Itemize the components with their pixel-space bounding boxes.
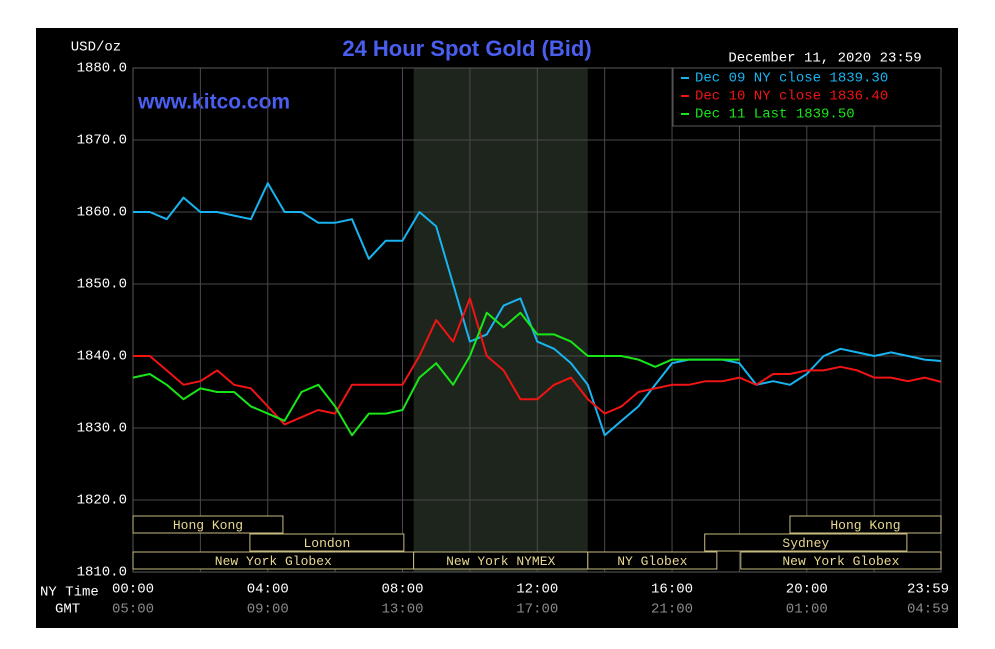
y-tick-label: 1830.0 <box>77 421 127 437</box>
x-axis-label: NY Time <box>40 585 99 601</box>
legend-label: Dec 11 Last 1839.50 <box>695 107 855 123</box>
session-label: New York Globex <box>215 554 332 569</box>
x-tick-label: 20:00 <box>786 582 828 598</box>
y-tick-label: 1850.0 <box>77 277 127 293</box>
x2-tick-label: 01:00 <box>786 602 828 618</box>
y-tick-label: 1810.0 <box>77 565 127 581</box>
session-box <box>587 551 718 570</box>
session-label: Hong Kong <box>830 518 900 533</box>
session-box <box>789 515 942 534</box>
legend-box <box>672 67 942 127</box>
series-line <box>133 297 942 426</box>
session-box <box>740 551 942 570</box>
x-tick-label: 04:00 <box>247 582 289 598</box>
x2-axis-label: GMT <box>55 602 80 618</box>
x2-tick-label: 05:00 <box>112 602 154 618</box>
session-label: New York Globex <box>782 554 899 569</box>
x-tick-label: 12:00 <box>516 582 558 598</box>
session-box <box>704 533 908 552</box>
highlight-band <box>413 68 588 572</box>
session-label: London <box>303 536 350 551</box>
chart-title: 24 Hour Spot Gold (Bid) <box>342 36 591 61</box>
y-tick-label: 1840.0 <box>77 349 127 365</box>
session-label: New York NYMEX <box>446 554 555 569</box>
x-tick-label: 23:59 <box>907 582 949 598</box>
timestamp: December 11, 2020 23:59 <box>728 51 921 67</box>
y-tick-label: 1860.0 <box>77 205 127 221</box>
x2-tick-label: 13:00 <box>382 602 424 618</box>
y-tick-label: 1880.0 <box>77 61 127 77</box>
x2-tick-label: 09:00 <box>247 602 289 618</box>
plot-border <box>132 67 942 573</box>
series-line <box>133 182 942 437</box>
watermark: www.kitco.com <box>137 91 290 114</box>
x-tick-label: 00:00 <box>112 582 154 598</box>
series-line <box>132 311 740 437</box>
session-label: Sydney <box>782 536 829 551</box>
session-box <box>132 515 284 534</box>
x2-tick-label: 04:59 <box>907 602 949 618</box>
x-tick-label: 08:00 <box>382 582 424 598</box>
x-tick-label: 16:00 <box>651 582 693 598</box>
session-box <box>249 533 405 552</box>
y-tick-label: 1870.0 <box>77 133 127 149</box>
legend-label: Dec 10 NY close 1836.40 <box>695 89 888 105</box>
session-label: NY Globex <box>617 554 687 569</box>
y-tick-label: 1820.0 <box>77 493 127 509</box>
legend-label: Dec 09 NY close 1839.30 <box>695 71 888 87</box>
y-axis-label: USD/oz <box>71 40 121 56</box>
x2-tick-label: 17:00 <box>516 602 558 618</box>
x2-tick-label: 21:00 <box>651 602 693 618</box>
session-label: Hong Kong <box>173 518 243 533</box>
